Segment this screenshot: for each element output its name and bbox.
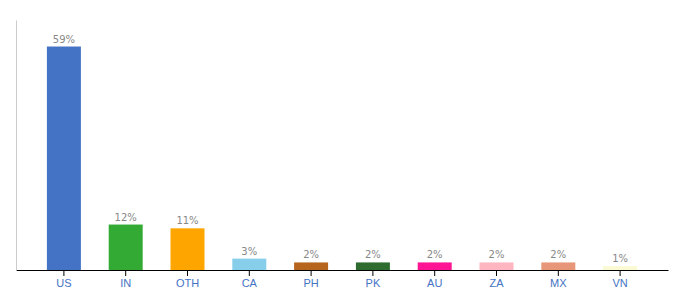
x-tick-mark: [63, 270, 64, 276]
data-label: 2%: [489, 249, 505, 260]
x-axis: US IN OTH CA PH PK AU ZA MX VN: [17, 270, 669, 289]
data-labels: 59% 12% 11% 3% 2% 2% 2% 2% 2% 1%: [53, 34, 628, 265]
x-tick-label: PK: [366, 277, 381, 289]
x-tick-label: ZA: [489, 277, 504, 289]
x-tick-label: VN: [612, 277, 627, 289]
x-axis-line: [17, 270, 669, 271]
x-tick: MX: [550, 270, 567, 289]
plot: 59% 12% 11% 3% 2% 2% 2% 2% 2% 1% US IN OTH CA PH PK AU ZA…: [17, 21, 669, 289]
bars: [47, 47, 637, 270]
x-tick: VN: [612, 270, 627, 289]
x-tick-mark: [620, 270, 621, 276]
x-tick-mark: [187, 270, 188, 276]
x-tick-mark: [125, 270, 126, 276]
x-tick-mark: [558, 270, 559, 276]
y-axis: [16, 21, 17, 271]
bar: [47, 47, 81, 270]
bar: [109, 225, 143, 270]
x-tick-label: PH: [303, 277, 318, 289]
data-label: 2%: [303, 249, 319, 260]
bar: [603, 266, 637, 270]
data-label: 11%: [176, 215, 198, 226]
x-tick: AU: [427, 270, 442, 289]
x-tick-label: OTH: [176, 277, 199, 289]
bar: [418, 262, 452, 270]
data-label: 1%: [612, 253, 628, 264]
bar: [171, 228, 205, 270]
x-tick-label: CA: [242, 277, 258, 289]
data-label: 2%: [427, 249, 443, 260]
bar: [541, 262, 575, 270]
x-tick-label: MX: [550, 277, 567, 289]
x-tick-mark: [496, 270, 497, 276]
x-tick: IN: [120, 270, 131, 289]
x-tick-mark: [249, 270, 250, 276]
bar: [356, 262, 390, 270]
x-tick: OTH: [176, 270, 199, 289]
x-tick: PK: [366, 270, 381, 289]
y-axis-line: [16, 21, 17, 271]
x-tick-label: US: [56, 277, 71, 289]
x-tick: US: [56, 270, 71, 289]
data-label: 12%: [115, 212, 137, 223]
data-label: 2%: [550, 249, 566, 260]
x-tick-mark: [311, 270, 312, 276]
bar: [480, 262, 514, 270]
data-label: 3%: [241, 246, 257, 257]
x-tick-label: IN: [120, 277, 131, 289]
x-tick: CA: [242, 270, 258, 289]
x-tick: ZA: [489, 270, 504, 289]
x-tick-mark: [434, 270, 435, 276]
x-tick-label: AU: [427, 277, 442, 289]
x-tick: PH: [303, 270, 318, 289]
x-tick-mark: [372, 270, 373, 276]
bar: [232, 259, 266, 270]
data-label: 2%: [365, 249, 381, 260]
data-label: 59%: [53, 34, 75, 45]
chart: 59% 12% 11% 3% 2% 2% 2% 2% 2% 1% US IN OTH CA PH PK AU ZA…: [0, 0, 680, 300]
bar: [294, 262, 328, 270]
